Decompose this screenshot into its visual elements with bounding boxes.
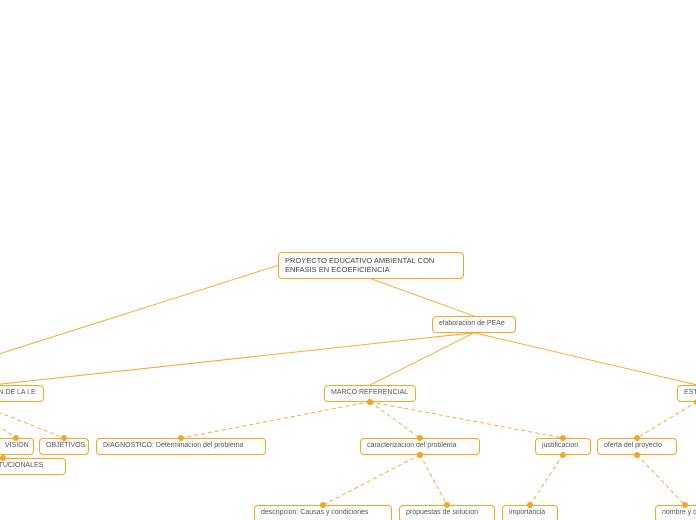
mindmap-stage: PROYECTO EDUCATIVO AMBIENTAL CON ENFASIS… [0, 0, 696, 520]
connector-dot [682, 502, 688, 508]
connector-dot [444, 502, 450, 508]
node-root: PROYECTO EDUCATIVO AMBIENTAL CON ENFASIS… [278, 252, 464, 279]
connector-dot [634, 435, 640, 441]
connector-dot [178, 435, 184, 441]
connector-dot [634, 452, 640, 458]
node-est: EST [677, 385, 696, 402]
node-nombre: nombre y d [655, 505, 696, 520]
node-inst: MIENTOS INSTITUCIONALES [0, 458, 66, 475]
connector-dot [13, 435, 19, 441]
connector-dot [367, 399, 373, 405]
node-elab: elaboracion de PEAe [432, 316, 516, 333]
connector-dot [417, 435, 423, 441]
connector-dot [0, 455, 6, 461]
connector-dot [560, 452, 566, 458]
connector-dot [320, 502, 326, 508]
connector-dot [417, 452, 423, 458]
connector-dot [527, 502, 533, 508]
connector-dot [560, 435, 566, 441]
node-ident: IDENTIFICACION DE LA I.E [0, 385, 44, 402]
connector-dot [61, 435, 67, 441]
